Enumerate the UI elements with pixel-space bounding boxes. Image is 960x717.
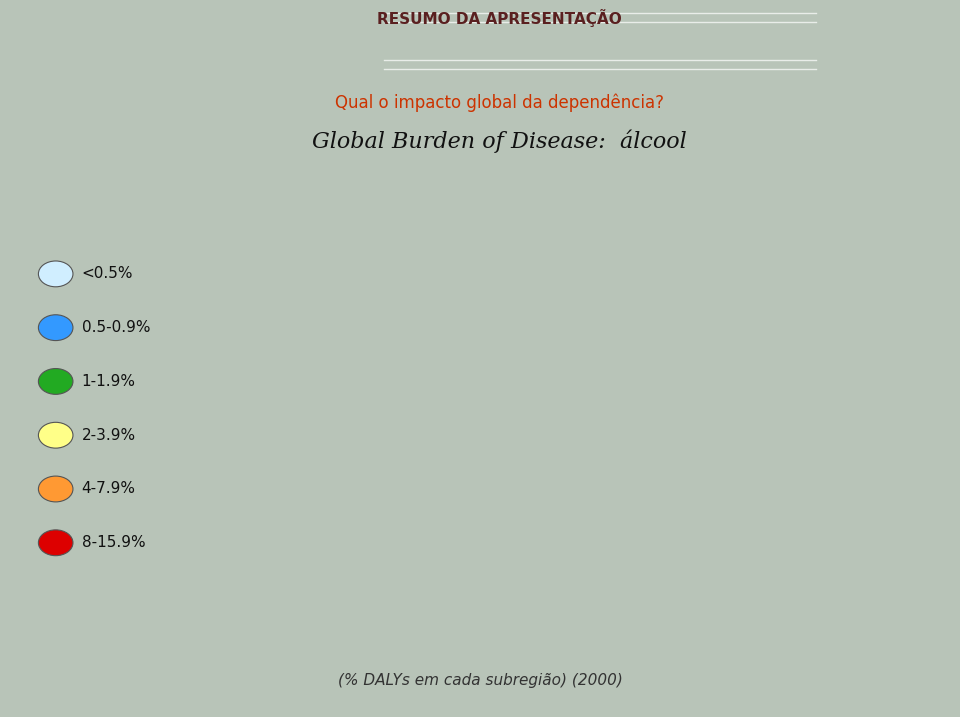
Text: Qual o impacto global da dependência?: Qual o impacto global da dependência? (335, 93, 663, 112)
Text: 1-1.9%: 1-1.9% (82, 374, 135, 389)
Text: 4-7.9%: 4-7.9% (82, 482, 135, 496)
Text: 0.5-0.9%: 0.5-0.9% (82, 320, 150, 335)
Text: 8-15.9%: 8-15.9% (82, 536, 145, 550)
Text: RESUMO DA APRESENTAÇÃO: RESUMO DA APRESENTAÇÃO (377, 9, 621, 27)
Text: 2-3.9%: 2-3.9% (82, 428, 135, 442)
Text: (% DALYs em cada subregião) (2000): (% DALYs em cada subregião) (2000) (338, 673, 622, 688)
Text: Global Burden of Disease:  álcool: Global Burden of Disease: álcool (312, 129, 686, 153)
Text: <0.5%: <0.5% (82, 267, 133, 281)
